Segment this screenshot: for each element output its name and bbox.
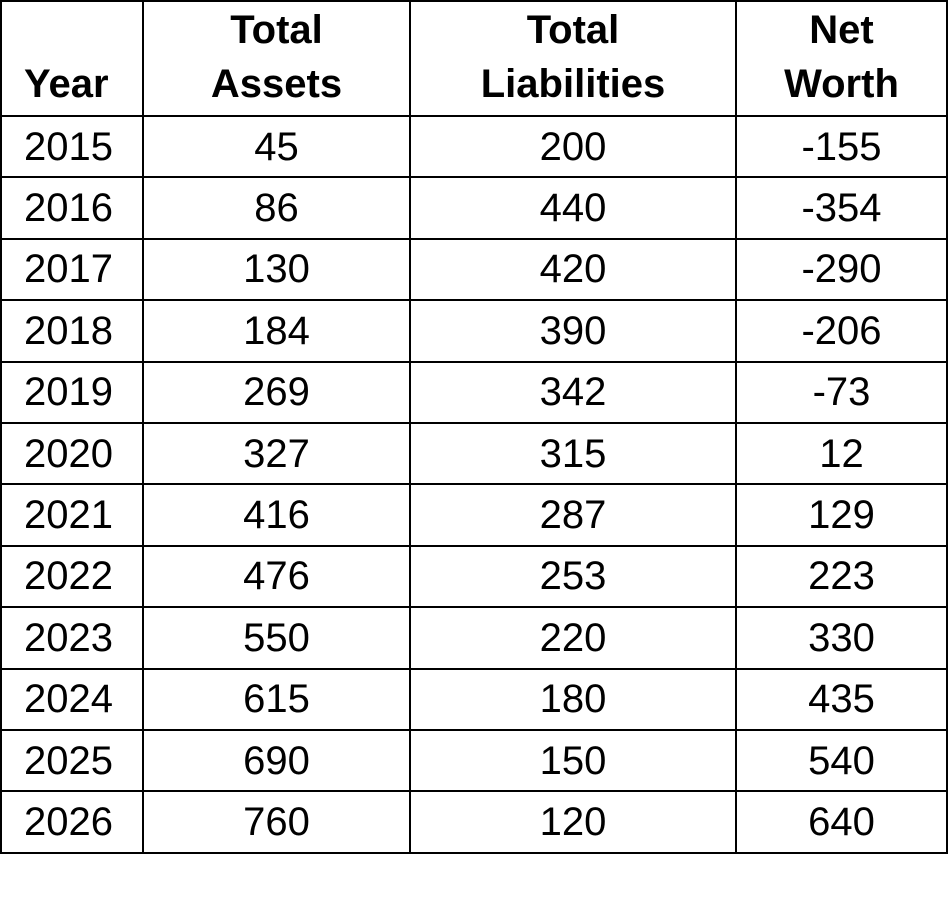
cell-year: 2016: [0, 176, 144, 240]
header-total-assets-line1: Total: [230, 8, 323, 52]
header-net-worth: Net Worth: [735, 0, 948, 117]
cell-total-assets: 130: [142, 237, 411, 302]
cell-net-worth: -73: [735, 360, 948, 424]
cell-net-worth: 12: [735, 421, 948, 486]
cell-total-assets: 760: [142, 790, 411, 854]
cell-total-liabilities: 220: [409, 606, 737, 670]
cell-total-liabilities: 420: [409, 237, 737, 302]
cell-net-worth: 435: [735, 667, 948, 731]
cell-total-liabilities: 342: [409, 360, 737, 424]
table-row: 2025 690 150 540: [0, 728, 948, 793]
cell-year: 2017: [0, 237, 144, 302]
cell-net-worth: -206: [735, 299, 948, 363]
cell-net-worth: 129: [735, 483, 948, 547]
cell-net-worth: 330: [735, 606, 948, 670]
header-net-worth-line2: Worth: [784, 62, 899, 106]
cell-year: 2019: [0, 360, 144, 424]
table-body: 2015 45 200 -155 2016 86 440 -354 2017 1…: [0, 114, 948, 854]
cell-total-liabilities: 440: [409, 176, 737, 240]
cell-total-assets: 416: [142, 483, 411, 547]
table-row: 2017 130 420 -290: [0, 237, 948, 302]
cell-year: 2022: [0, 544, 144, 609]
cell-year: 2026: [0, 790, 144, 854]
cell-net-worth: -354: [735, 176, 948, 240]
cell-total-liabilities: 200: [409, 114, 737, 179]
header-total-liabilities: Total Liabilities: [409, 0, 737, 117]
cell-year: 2021: [0, 483, 144, 547]
cell-total-assets: 690: [142, 728, 411, 793]
cell-total-liabilities: 150: [409, 728, 737, 793]
header-total-assets: Total Assets: [142, 0, 411, 117]
table-row: 2023 550 220 330: [0, 606, 948, 670]
cell-total-assets: 184: [142, 299, 411, 363]
header-total-liabilities-line1: Total: [526, 8, 620, 52]
table-row: 2024 615 180 435: [0, 667, 948, 731]
header-total-assets-line2: Assets: [210, 62, 343, 106]
header-year: Year: [0, 0, 144, 117]
cell-net-worth: 540: [735, 728, 948, 793]
header-row: Year Total Assets Total Liabilities Net …: [0, 0, 948, 117]
cell-total-liabilities: 180: [409, 667, 737, 731]
table-row: 2019 269 342 -73: [0, 360, 948, 424]
header-year-label: Year: [24, 62, 109, 106]
cell-year: 2024: [0, 667, 144, 731]
cell-total-liabilities: 253: [409, 544, 737, 609]
cell-total-assets: 45: [142, 114, 411, 179]
cell-total-assets: 269: [142, 360, 411, 424]
cell-total-liabilities: 390: [409, 299, 737, 363]
table-row: 2016 86 440 -354: [0, 176, 948, 240]
cell-total-liabilities: 120: [409, 790, 737, 854]
table-row: 2021 416 287 129: [0, 483, 948, 547]
cell-year: 2025: [0, 728, 144, 793]
cell-year: 2020: [0, 421, 144, 486]
cell-total-assets: 86: [142, 176, 411, 240]
header-net-worth-line1: Net: [809, 8, 874, 52]
cell-year: 2015: [0, 114, 144, 179]
cell-total-liabilities: 287: [409, 483, 737, 547]
table-row: 2022 476 253 223: [0, 544, 948, 609]
cell-year: 2023: [0, 606, 144, 670]
cell-total-assets: 550: [142, 606, 411, 670]
table-row: 2015 45 200 -155: [0, 114, 948, 179]
cell-net-worth: 640: [735, 790, 948, 854]
cell-net-worth: -290: [735, 237, 948, 302]
cell-total-liabilities: 315: [409, 421, 737, 486]
cell-total-assets: 476: [142, 544, 411, 609]
header-total-liabilities-line2: Liabilities: [480, 62, 666, 106]
cell-total-assets: 615: [142, 667, 411, 731]
table-row: 2018 184 390 -206: [0, 299, 948, 363]
cell-net-worth: -155: [735, 114, 948, 179]
table-row: 2020 327 315 12: [0, 421, 948, 486]
cell-total-assets: 327: [142, 421, 411, 486]
table-header: Year Total Assets Total Liabilities Net …: [0, 0, 948, 117]
financial-table: Year Total Assets Total Liabilities Net …: [0, 0, 948, 854]
cell-year: 2018: [0, 299, 144, 363]
cell-net-worth: 223: [735, 544, 948, 609]
table-row: 2026 760 120 640: [0, 790, 948, 854]
